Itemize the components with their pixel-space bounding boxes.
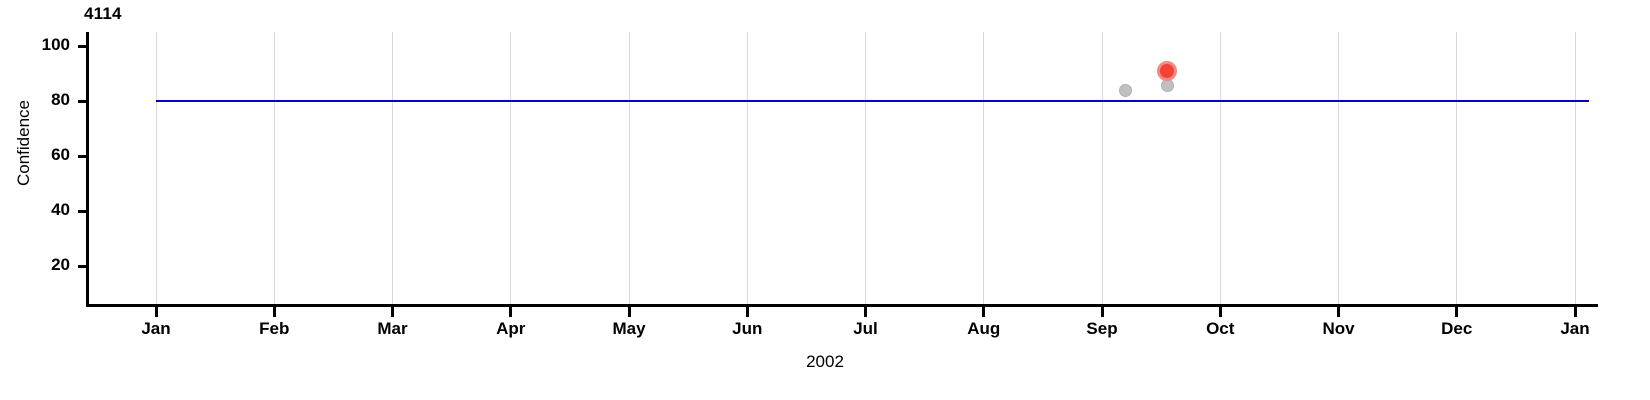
y-tick-label-80: 80 — [51, 90, 70, 109]
x-tick-5 — [745, 307, 749, 317]
gridline-feb-1 — [273, 32, 275, 304]
data-point-0[interactable] — [1119, 83, 1133, 97]
x-tick-label-aug-7: Aug — [967, 319, 1001, 338]
gridline-may-4 — [628, 32, 630, 304]
x-tick-label-jul-6: Jul — [853, 319, 878, 338]
y-tick-40 — [78, 209, 87, 213]
gridline-aug-7 — [983, 32, 985, 304]
x-tick-7 — [982, 307, 986, 317]
gridline-jun-5 — [746, 32, 748, 304]
gridline-sep-8 — [1101, 32, 1103, 304]
x-tick-4 — [627, 307, 631, 317]
x-tick-label-jan-12: Jan — [1560, 319, 1590, 338]
x-tick-label-oct-9: Oct — [1206, 319, 1235, 338]
x-tick-label-jun-5: Jun — [732, 319, 763, 338]
threshold-line — [156, 100, 1589, 102]
x-tick-0 — [154, 307, 158, 317]
x-tick-11 — [1455, 307, 1459, 317]
x-tick-label-dec-11: Dec — [1441, 319, 1473, 338]
x-tick-6 — [864, 307, 867, 317]
x-tick-3 — [509, 307, 513, 317]
x-tick-label-mar-2: Mar — [377, 319, 408, 338]
x-tick-1 — [272, 307, 276, 317]
y-axis-line — [86, 32, 89, 306]
gridline-oct-9 — [1219, 32, 1221, 304]
x-tick-label-may-4: May — [612, 319, 646, 338]
x-tick-label-jan-0: Jan — [141, 319, 171, 338]
x-axis-line — [86, 304, 1598, 307]
gridline-mar-2 — [392, 32, 393, 304]
data-point-highlighted[interactable] — [1157, 60, 1178, 81]
y-tick-label-40: 40 — [51, 200, 70, 219]
gridline-nov-10 — [1338, 32, 1339, 304]
gridline-jul-6 — [865, 32, 866, 304]
x-tick-label-sep-8: Sep — [1086, 319, 1118, 338]
gridline-apr-3 — [510, 32, 512, 304]
gridline-jan-0 — [155, 32, 157, 304]
y-tick-label-60: 60 — [51, 145, 70, 164]
y-tick-100 — [78, 44, 87, 48]
x-tick-10 — [1337, 307, 1340, 317]
x-tick-label-feb-1: Feb — [259, 319, 290, 338]
y-tick-label-100: 100 — [41, 35, 70, 54]
x-tick-label-nov-10: Nov — [1322, 319, 1355, 338]
y-tick-label-20: 20 — [51, 255, 70, 274]
x-tick-9 — [1218, 307, 1222, 317]
data-point-1[interactable] — [1160, 79, 1174, 93]
x-axis-title: 2002 — [806, 352, 844, 371]
x-tick-8 — [1100, 307, 1104, 317]
chart-title: 4114 — [84, 4, 122, 23]
x-tick-2 — [391, 307, 394, 317]
y-tick-60 — [78, 154, 87, 158]
y-tick-80 — [78, 99, 87, 103]
gridline-jan-12 — [1574, 32, 1576, 304]
x-tick-12 — [1573, 307, 1577, 317]
x-tick-label-apr-3: Apr — [496, 319, 526, 338]
y-tick-20 — [78, 264, 87, 268]
gridline-dec-11 — [1456, 32, 1458, 304]
